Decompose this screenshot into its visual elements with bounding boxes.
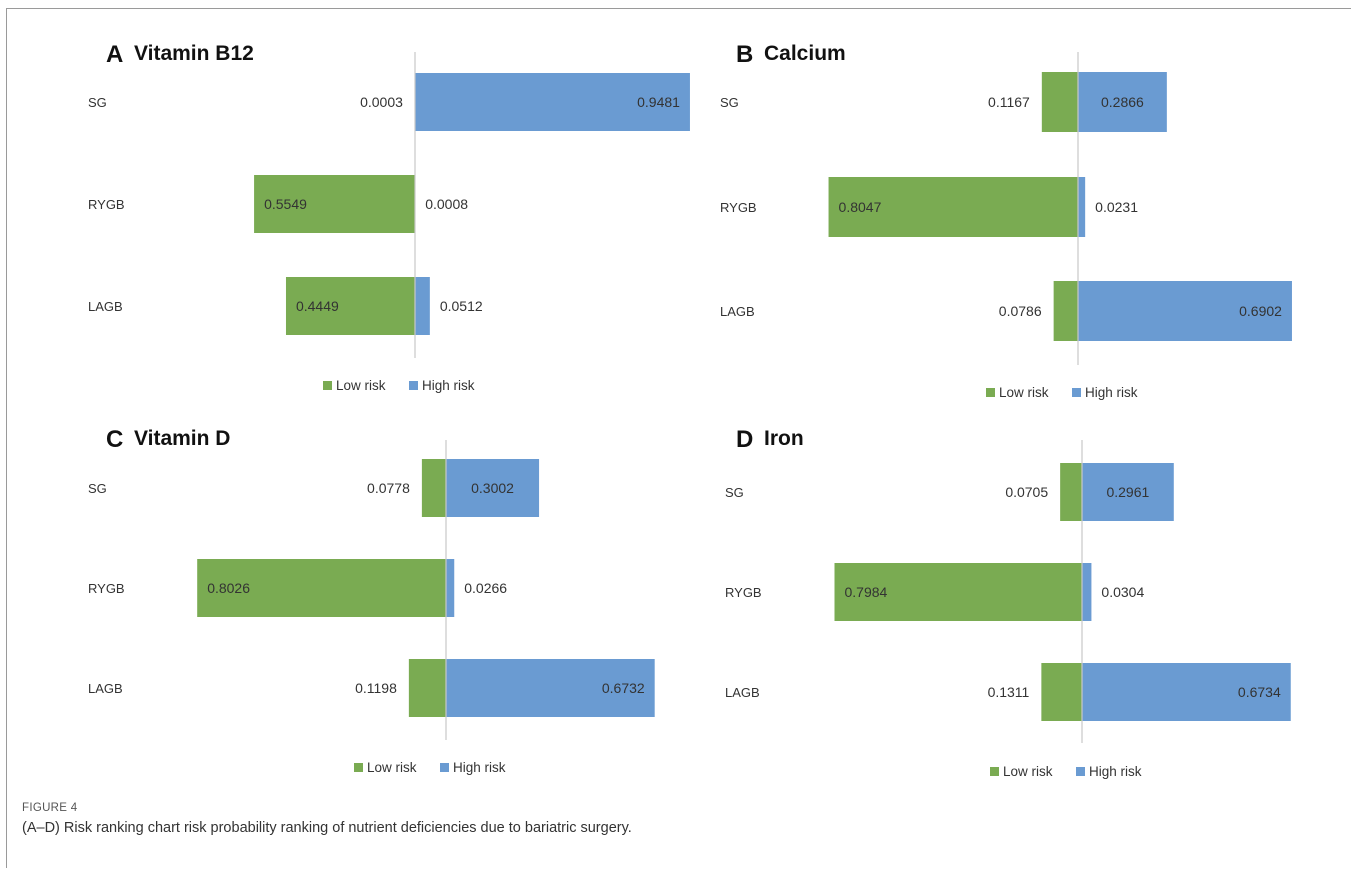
category-label-rygb: RYGB	[88, 581, 125, 596]
legend-swatch-high-risk	[1072, 388, 1081, 397]
value-label-high-lagb: 0.6734	[1238, 684, 1281, 700]
bar-low-risk-lagb	[285, 277, 415, 335]
category-label-lagb: LAGB	[88, 299, 123, 314]
legend-label-high-risk: High risk	[453, 760, 506, 775]
value-label-high-sg: 0.2961	[1106, 484, 1149, 500]
value-label-high-lagb: 0.0512	[440, 298, 483, 314]
panel-letter-d: D	[736, 426, 753, 453]
value-label-high-lagb: 0.6732	[602, 680, 645, 696]
value-label-low-lagb: 0.1198	[355, 680, 397, 696]
legend-label-high-risk: High risk	[1089, 764, 1142, 779]
chart-title-c: Vitamin D	[134, 427, 230, 450]
chart-b-svg: B Calcium SG 0.1167 0.2866 RYGB 0.8047 0.0231 LA…	[720, 41, 1292, 400]
value-label-high-sg: 0.2866	[1101, 94, 1144, 110]
legend-label-high-risk: High risk	[422, 378, 475, 393]
bar-high-risk-rygb	[446, 559, 455, 617]
chart-c-svg: C Vitamin D SG 0.0778 0.3002 RYGB 0.8026 0.0266…	[88, 426, 655, 775]
bar-low-risk-rygb	[828, 177, 1078, 237]
legend-swatch-low-risk	[986, 388, 995, 397]
panel-letter-b: B	[736, 41, 753, 68]
figure-label: FIGURE 4	[22, 802, 78, 814]
legend-swatch-low-risk	[354, 763, 363, 772]
legend-swatch-high-risk	[1076, 767, 1085, 776]
category-label-sg: SG	[88, 481, 107, 496]
category-label-sg: SG	[88, 95, 107, 110]
bar-low-risk-sg	[1041, 72, 1078, 132]
chart-a-svg: A Vitamin B12 SG 0.0003 0.9481 RYGB 0.5549 0.00…	[88, 41, 690, 393]
category-label-lagb: LAGB	[88, 681, 123, 696]
value-label-low-sg: 0.0003	[360, 94, 403, 110]
panel-letter-c: C	[106, 426, 123, 453]
value-label-low-rygb: 0.5549	[264, 196, 307, 212]
panel-b-calcium: B Calcium SG 0.1167 0.2866 RYGB 0.8047 0.0231 LA…	[700, 30, 1340, 400]
bar-high-risk-rygb	[1078, 177, 1086, 237]
chart-d-svg: D Iron SG 0.0705 0.2961 RYGB 0.7984 0.0304 LAGB 0…	[725, 426, 1291, 779]
value-label-high-sg: 0.9481	[637, 94, 680, 110]
legend: Low risk High risk	[323, 378, 475, 393]
legend-label-low-risk: Low risk	[336, 378, 386, 393]
value-label-low-rygb: 0.8047	[839, 199, 882, 215]
panel-letter-a: A	[106, 41, 123, 68]
chart-title-d: Iron	[764, 427, 804, 450]
bar-high-risk-sg	[1078, 72, 1167, 132]
legend-label-low-risk: Low risk	[999, 385, 1049, 400]
category-label-lagb: LAGB	[720, 304, 755, 319]
panel-c-vitamin-d: C Vitamin D SG 0.0778 0.3002 RYGB 0.8026 0.0266…	[70, 415, 710, 785]
bar-low-risk-lagb	[1041, 663, 1082, 721]
bar-high-risk-lagb	[446, 659, 655, 717]
bar-high-risk-lagb	[415, 277, 430, 335]
bar-high-risk-lagb	[1078, 281, 1292, 341]
value-label-low-rygb: 0.7984	[844, 584, 887, 600]
bar-low-risk-lagb	[408, 659, 446, 717]
value-label-low-sg: 0.0705	[1005, 484, 1048, 500]
bar-low-risk-sg	[421, 459, 446, 517]
legend: Low risk High risk	[986, 385, 1138, 400]
value-label-high-rygb: 0.0231	[1095, 199, 1138, 215]
value-label-high-rygb: 0.0008	[425, 196, 468, 212]
panel-d-iron: D Iron SG 0.0705 0.2961 RYGB 0.7984 0.0304 LAGB 0…	[700, 415, 1340, 785]
value-label-high-rygb: 0.0266	[464, 580, 507, 596]
legend-swatch-high-risk	[440, 763, 449, 772]
bar-low-risk-sg	[1060, 463, 1082, 521]
chart-title-b: Calcium	[764, 42, 846, 65]
legend: Low risk High risk	[354, 760, 506, 775]
legend-label-low-risk: Low risk	[367, 760, 417, 775]
legend-swatch-high-risk	[409, 381, 418, 390]
value-label-high-lagb: 0.6902	[1239, 303, 1282, 319]
figure-frame	[6, 8, 1351, 868]
panel-a-vitamin-b12: A Vitamin B12 SG 0.0003 0.9481 RYGB 0.5549 0.00…	[70, 30, 710, 400]
bar-low-risk-rygb	[254, 175, 415, 233]
bar-low-risk-lagb	[1053, 281, 1078, 341]
legend-swatch-low-risk	[990, 767, 999, 776]
bar-high-risk-sg	[415, 73, 690, 131]
category-label-lagb: LAGB	[725, 685, 760, 700]
chart-title-a: Vitamin B12	[134, 42, 254, 65]
category-label-sg: SG	[725, 485, 744, 500]
category-label-rygb: RYGB	[725, 585, 762, 600]
value-label-low-lagb: 0.0786	[999, 303, 1042, 319]
bar-low-risk-rygb	[197, 559, 446, 617]
bar-high-risk-lagb	[1082, 663, 1291, 721]
category-label-rygb: RYGB	[720, 200, 757, 215]
figure-caption: (A–D) Risk ranking chart risk probabilit…	[22, 820, 632, 836]
legend-label-low-risk: Low risk	[1003, 764, 1053, 779]
legend-swatch-low-risk	[323, 381, 332, 390]
value-label-high-rygb: 0.0304	[1101, 584, 1144, 600]
category-label-rygb: RYGB	[88, 197, 125, 212]
value-label-low-lagb: 0.4449	[296, 298, 339, 314]
legend: Low risk High risk	[990, 764, 1142, 779]
bar-high-risk-sg	[446, 459, 540, 517]
value-label-low-lagb: 0.1311	[988, 684, 1030, 700]
bar-high-risk-rygb	[1082, 563, 1092, 621]
category-label-sg: SG	[720, 95, 739, 110]
bar-low-risk-rygb	[834, 563, 1082, 621]
value-label-high-sg: 0.3002	[471, 480, 514, 496]
value-label-low-sg: 0.1167	[988, 94, 1030, 110]
legend-label-high-risk: High risk	[1085, 385, 1138, 400]
value-label-low-sg: 0.0778	[367, 480, 410, 496]
bar-high-risk-sg	[1082, 463, 1174, 521]
value-label-low-rygb: 0.8026	[207, 580, 250, 596]
